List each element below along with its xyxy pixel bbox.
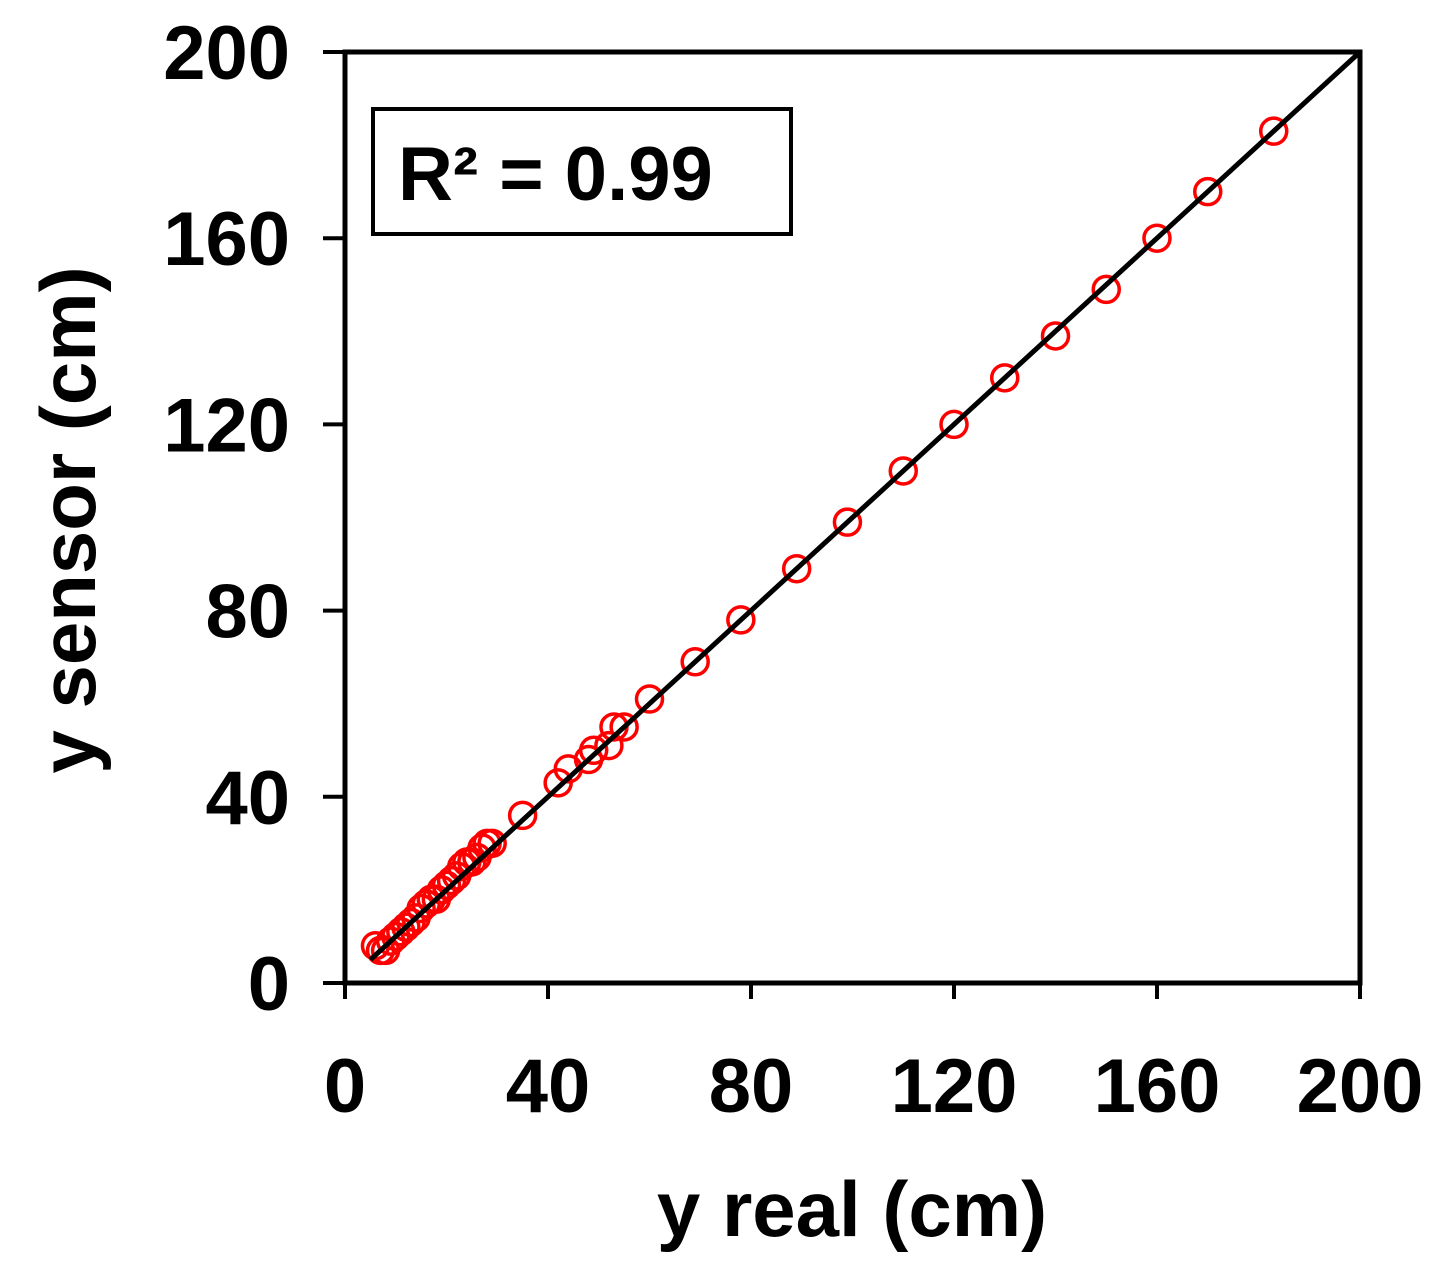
data-point [391,912,421,942]
data-point [634,684,665,714]
plot-frame [342,49,1363,986]
y-tick-label: 40 [205,756,290,841]
fit-line-layer [368,50,1362,962]
data-point [594,730,624,761]
data-point [939,409,969,440]
fit-line [368,50,1362,962]
data-point [609,712,639,742]
axes [323,49,1363,999]
x-tick-label: 200 [1297,1044,1424,1129]
tick-labels: 0 40 80 120 160 200 0 40 80 120 160 200 [163,11,1423,1129]
data-point [726,605,756,635]
data-point [477,828,507,859]
data-point [578,735,609,765]
data-point [680,647,710,677]
x-tick-label: 160 [1094,1044,1221,1129]
x-tick-label: 0 [324,1044,366,1129]
data-point [1193,176,1223,207]
data-point [406,893,436,924]
data-point [1091,274,1121,305]
r-squared-frame [371,107,793,236]
data-point [990,363,1020,393]
data-point [781,553,812,584]
y-tick-label: 200 [163,11,290,96]
r-squared-label: R² = 0.99 [398,132,713,217]
data-point [507,800,538,831]
x-tick-label: 40 [506,1044,591,1129]
y-tick-label: 80 [205,570,290,655]
y-tick-label: 160 [163,197,290,282]
data-point [832,507,863,537]
data-point [1040,321,1071,351]
y-axis-title: y sensor (cm) [24,266,112,773]
x-tick-label: 120 [891,1044,1018,1129]
x-tick-label: 80 [709,1044,794,1129]
y-tick-label: 0 [248,942,290,1027]
r-squared-box: R² = 0.99 [371,107,793,236]
x-axis-title: y real (cm) [657,1165,1047,1253]
data-point [1142,223,1172,253]
y-tick-label: 120 [163,383,290,468]
data-point [888,456,918,486]
data-point [431,870,462,900]
data-point [1258,116,1289,146]
